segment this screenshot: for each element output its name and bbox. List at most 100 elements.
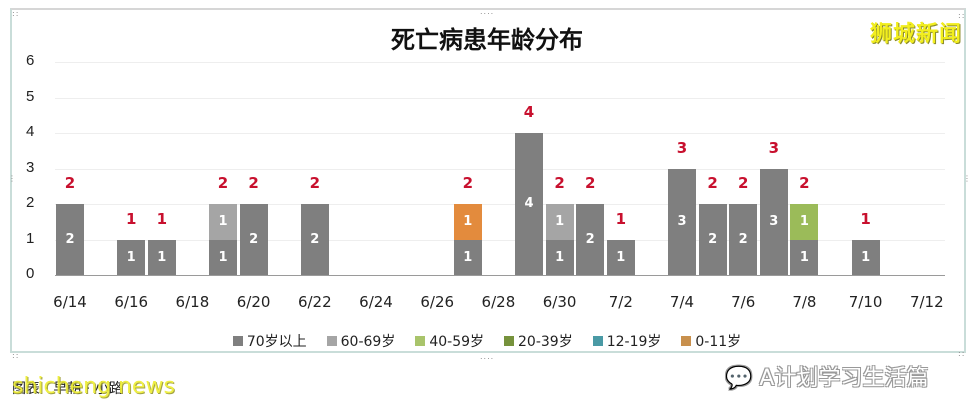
bar-6/20[interactable]: 2 xyxy=(239,204,268,275)
watermark-right: 💬 A计划学习生活篇 xyxy=(725,360,928,392)
bar-segment: 1 xyxy=(147,239,176,275)
resize-handle-bottom[interactable]: .... xyxy=(480,352,495,361)
legend-swatch-icon xyxy=(232,336,243,346)
wechat-icon: 💬 xyxy=(725,366,753,391)
x-tick-label: 6/18 xyxy=(175,293,210,311)
legend-label: 70岁以上 xyxy=(246,334,307,350)
x-tick-label: 6/20 xyxy=(236,293,271,311)
x-tick-label: 7/10 xyxy=(848,293,883,311)
bar-6/22[interactable]: 2 xyxy=(300,204,329,275)
y-tick-label: 3 xyxy=(26,158,35,176)
x-tick-label: 6/14 xyxy=(53,293,87,311)
bar-segment: 1 xyxy=(209,239,237,275)
bar-6/17[interactable]: 1 xyxy=(147,239,176,275)
watermark-right-text: A计划学习生活篇 xyxy=(759,366,929,391)
total-label: 2 xyxy=(309,174,321,192)
total-label: 2 xyxy=(217,174,229,192)
total-label: 2 xyxy=(554,174,565,192)
chart-frame xyxy=(10,8,966,353)
bar-segment: 2 xyxy=(729,204,758,275)
bar-segment: 1 xyxy=(790,239,819,275)
bar-segment: 2 xyxy=(698,204,727,275)
bar-6/29[interactable]: 4 xyxy=(515,133,543,275)
x-tick-label: 6/22 xyxy=(297,293,332,311)
legend-item[interactable]: 20-39岁 xyxy=(504,331,573,351)
bar-6/14[interactable]: 2 xyxy=(56,204,84,275)
resize-handle-top-right[interactable]: :: xyxy=(958,11,966,20)
resize-handle-right[interactable]: ⋮ xyxy=(963,174,972,183)
y-tick-label: 0 xyxy=(26,265,35,282)
resize-handle-left[interactable]: ⋮ xyxy=(8,175,16,183)
resize-handle-bottom-left[interactable]: :: xyxy=(12,351,20,360)
gridline xyxy=(55,168,945,170)
bar-segment: 2 xyxy=(300,204,329,275)
bar-7/7[interactable]: 3 xyxy=(759,168,788,275)
x-tick-label: 7/6 xyxy=(731,293,756,311)
resize-handle-top[interactable]: .... xyxy=(480,7,495,16)
legend-label: 60-69岁 xyxy=(340,334,396,350)
resize-handle-top-left[interactable]: :: xyxy=(12,9,20,18)
gridline xyxy=(55,62,945,63)
bar-segment: 1 xyxy=(117,239,146,275)
legend-swatch-icon xyxy=(681,336,692,346)
x-tick-label: 6/16 xyxy=(114,293,149,311)
x-axis-line xyxy=(55,275,945,276)
total-label: 1 xyxy=(860,209,871,228)
total-label: 2 xyxy=(584,174,596,192)
x-tick-label: 7/4 xyxy=(669,293,695,311)
x-tick-label: 6/24 xyxy=(359,293,393,311)
bar-segment: 1 xyxy=(209,204,237,240)
y-tick-label: 1 xyxy=(26,229,35,247)
bar-7/1[interactable]: 2 xyxy=(576,204,605,275)
bar-7/2[interactable]: 1 xyxy=(606,239,635,275)
total-label: 2 xyxy=(462,174,474,192)
total-label: 2 xyxy=(64,174,76,192)
brand-watermark: 狮城新闻 xyxy=(869,22,962,47)
legend: 70岁以上 60-69岁 40-59岁 20-39岁 12-19岁 0-11岁 xyxy=(0,331,974,351)
gridline xyxy=(55,133,945,134)
bar-segment: 2 xyxy=(576,204,605,275)
bar-segment: 3 xyxy=(668,168,696,275)
total-label: 3 xyxy=(768,138,780,157)
legend-item[interactable]: 0-11岁 xyxy=(681,331,741,351)
bar-7/4[interactable]: 3 xyxy=(668,168,696,275)
gridline xyxy=(55,204,945,205)
bar-segment: 3 xyxy=(759,168,788,275)
x-tick-label: 6/28 xyxy=(481,293,516,311)
x-tick-label: 6/30 xyxy=(542,293,577,311)
legend-swatch-icon xyxy=(415,336,426,346)
legend-label: 40-59岁 xyxy=(429,334,485,350)
legend-item[interactable]: 60-69岁 xyxy=(326,331,396,351)
legend-label: 0-11岁 xyxy=(695,334,742,350)
bar-segment: 1 xyxy=(545,239,574,275)
legend-item[interactable]: 70岁以上 xyxy=(232,331,307,351)
legend-item[interactable]: 12-19岁 xyxy=(592,331,661,351)
y-tick-label: 4 xyxy=(26,123,35,140)
total-label: 3 xyxy=(676,138,688,157)
gridline xyxy=(55,239,945,241)
bar-segment: 1 xyxy=(453,204,482,240)
bar-segment: 1 xyxy=(790,204,819,240)
bar-segment: 1 xyxy=(545,204,574,240)
y-tick-label: 2 xyxy=(26,194,35,211)
bar-6/16[interactable]: 1 xyxy=(117,239,146,275)
bar-7/10[interactable]: 1 xyxy=(851,239,880,275)
watermark-left: shicheng news xyxy=(12,374,175,399)
bar-segment: 2 xyxy=(56,204,84,275)
bar-segment: 2 xyxy=(239,204,268,275)
x-tick-label: 7/12 xyxy=(909,293,944,311)
total-label: 1 xyxy=(125,209,137,228)
x-tick-label: 7/8 xyxy=(792,293,817,311)
chart-title: 死亡病患年龄分布 xyxy=(391,26,583,54)
bar-7/5[interactable]: 2 xyxy=(698,204,727,275)
legend-swatch-icon xyxy=(592,336,603,346)
bar-segment: 1 xyxy=(851,239,880,275)
legend-item[interactable]: 40-59岁 xyxy=(415,331,484,351)
legend-swatch-icon xyxy=(504,336,515,346)
bar-7/6[interactable]: 2 xyxy=(729,204,758,275)
resize-handle-bottom-right[interactable]: :: xyxy=(958,349,966,358)
